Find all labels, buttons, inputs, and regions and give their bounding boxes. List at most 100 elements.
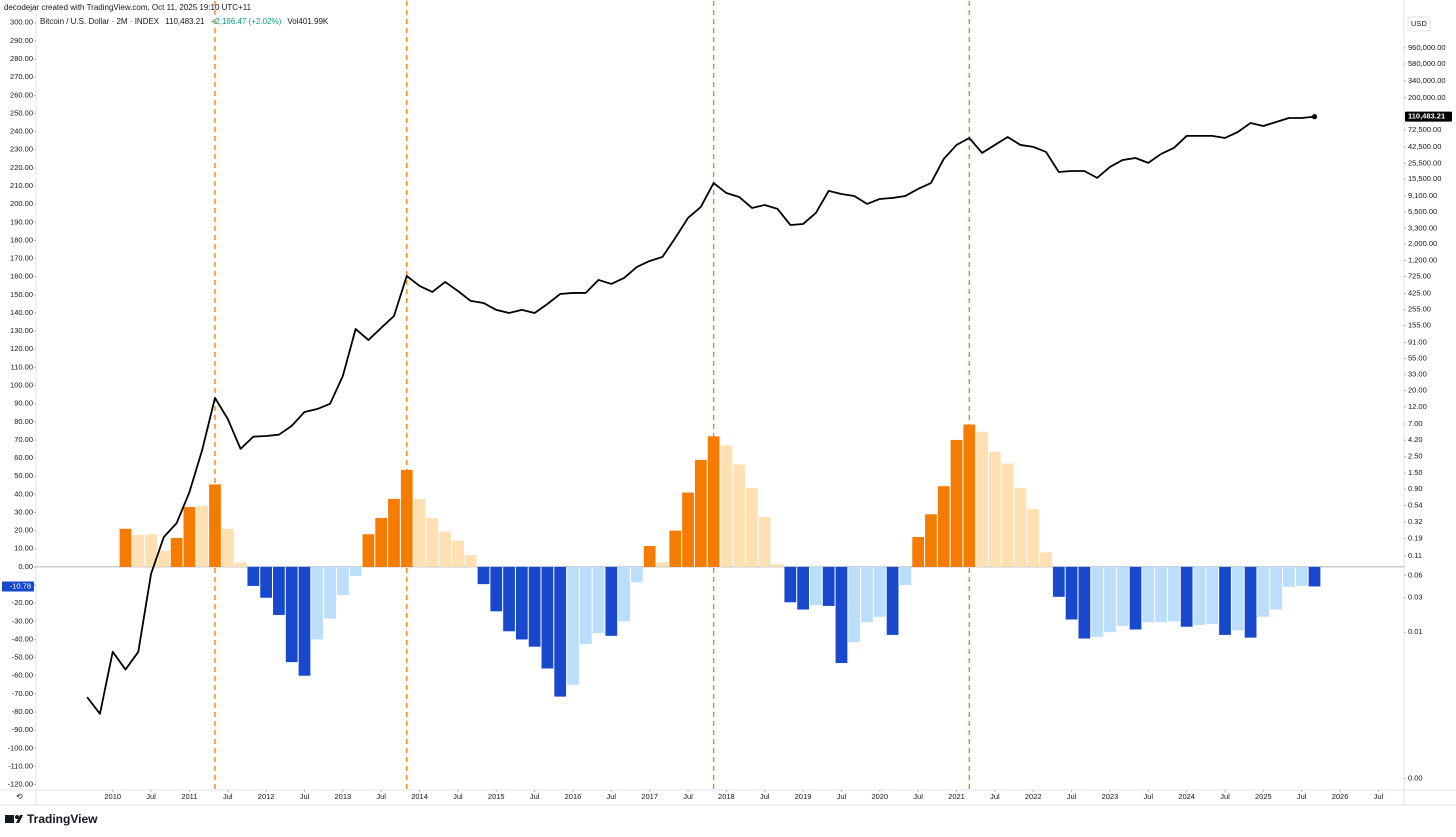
x-tick-label: 2026 [1332, 792, 1349, 801]
bar [477, 566, 490, 585]
bar [439, 531, 452, 567]
bar [1231, 566, 1244, 631]
bar [912, 536, 925, 567]
x-tick-label: 2011 [181, 792, 197, 801]
credit: decodejar created with TradingView.com, … [4, 3, 252, 12]
y2-tick-label: 255.00 [1408, 305, 1431, 314]
y-tick-label: 80.00 [14, 417, 33, 426]
y2-tick-label: 0.03 [1408, 592, 1423, 601]
bar [1180, 566, 1193, 627]
unit-box[interactable] [1407, 16, 1431, 32]
bar [400, 469, 413, 567]
x-tick-label: Jul [1067, 792, 1077, 801]
bar [247, 566, 260, 586]
axes-layer: 300.00 290.00 280.00 270.00 260.00 250.00 240.… [2, 18, 1452, 801]
bar [260, 566, 273, 598]
bar [925, 514, 937, 567]
bar [720, 445, 733, 567]
bar [132, 535, 145, 567]
y-tick-label: 300.00 [10, 18, 33, 27]
bar [758, 517, 771, 567]
x-tick-label: Jul [453, 792, 463, 801]
bar [1155, 566, 1167, 623]
y2-tick-label: 425.00 [1408, 288, 1431, 297]
y2-tick-label: 960,000.00 [1408, 43, 1446, 52]
x-tick-label: 2013 [334, 792, 351, 801]
x-tick-label: 2016 [565, 792, 582, 801]
bar [1257, 566, 1270, 617]
bar [515, 566, 528, 640]
y-tick-label: 250.00 [10, 108, 33, 117]
y2-tick-label: 200,000.00 [1408, 93, 1446, 102]
bar [145, 534, 157, 567]
bar [170, 537, 183, 567]
y-tick-label: 270.00 [10, 72, 33, 81]
bar [669, 530, 682, 567]
bar [1091, 566, 1104, 637]
y-tick-label: 30.00 [14, 507, 33, 516]
last-price-label: 110,483.21 [1408, 112, 1445, 121]
bar [541, 566, 554, 669]
bar [1219, 566, 1231, 635]
y-tick-label: 150.00 [10, 290, 33, 299]
y-tick-label: 10.00 [14, 544, 33, 553]
bar [797, 566, 809, 610]
bar [119, 528, 132, 567]
bar [464, 555, 477, 567]
y-tick-label: 260.00 [10, 90, 33, 99]
y-tick-label: 120.00 [10, 344, 33, 353]
bar [631, 566, 643, 583]
bar [1283, 566, 1295, 587]
last-point [1311, 114, 1318, 120]
y-tick-label: 210.00 [10, 181, 33, 190]
bar [707, 436, 720, 567]
bar [861, 566, 873, 623]
bar [298, 566, 311, 676]
price-change: +2,186.47 (+2.02%) [211, 17, 282, 26]
bar [426, 517, 439, 567]
bar [1052, 566, 1065, 597]
x-tick-label: Jul [683, 792, 693, 801]
y-tick-label: 160.00 [10, 272, 33, 281]
last-value-box [2, 581, 34, 592]
x-tick-label: 2023 [1102, 792, 1119, 801]
bar [1001, 463, 1014, 567]
legend: Bitcoin / U.S. Dollar · 2M · INDEX 110,48… [40, 17, 329, 26]
x-tick-label: 2019 [795, 792, 812, 801]
y-tick-label: 90.00 [14, 399, 33, 408]
bar [810, 566, 822, 605]
x-tick-label: 2012 [258, 792, 275, 801]
y2-tick-label: 7.00 [1408, 419, 1423, 428]
bar [618, 566, 630, 622]
bar [899, 566, 912, 586]
bar [311, 566, 324, 640]
bar [605, 566, 618, 636]
y-tick-label: 170.00 [10, 254, 33, 263]
x-tick-label: Jul [990, 792, 1000, 801]
bar [1104, 566, 1116, 633]
bar [873, 566, 886, 617]
bar [1129, 566, 1142, 630]
x-tick-label: 2017 [641, 792, 658, 801]
zoom-icon[interactable]: ⟲ [16, 792, 23, 801]
bar [336, 566, 349, 596]
y2-tick-label: 33.00 [1408, 370, 1427, 379]
unit-label[interactable]: USD [1411, 19, 1427, 28]
y2-tick-label: 725.00 [1408, 271, 1431, 280]
y2-tick-label: 5,500.00 [1408, 207, 1437, 216]
volume: Vol401.99K [287, 17, 329, 26]
x-tick-label: 2014 [411, 792, 428, 801]
x-tick-label: 2025 [1255, 792, 1272, 801]
y-tick-label: 230.00 [10, 145, 33, 154]
bar [209, 484, 221, 567]
bar [388, 498, 400, 567]
y-tick-label: -110.00 [8, 761, 33, 770]
bar [528, 566, 541, 647]
y2-tick-label: 9,100.00 [1408, 191, 1437, 200]
y2-tick-label: 0.90 [1408, 484, 1423, 493]
y2-tick-label: 55.00 [1408, 353, 1427, 362]
y-tick-label: 220.00 [10, 163, 33, 172]
y-tick-label: -70.00 [12, 689, 33, 698]
y-tick-label: 140.00 [10, 308, 33, 317]
bar [822, 566, 835, 606]
